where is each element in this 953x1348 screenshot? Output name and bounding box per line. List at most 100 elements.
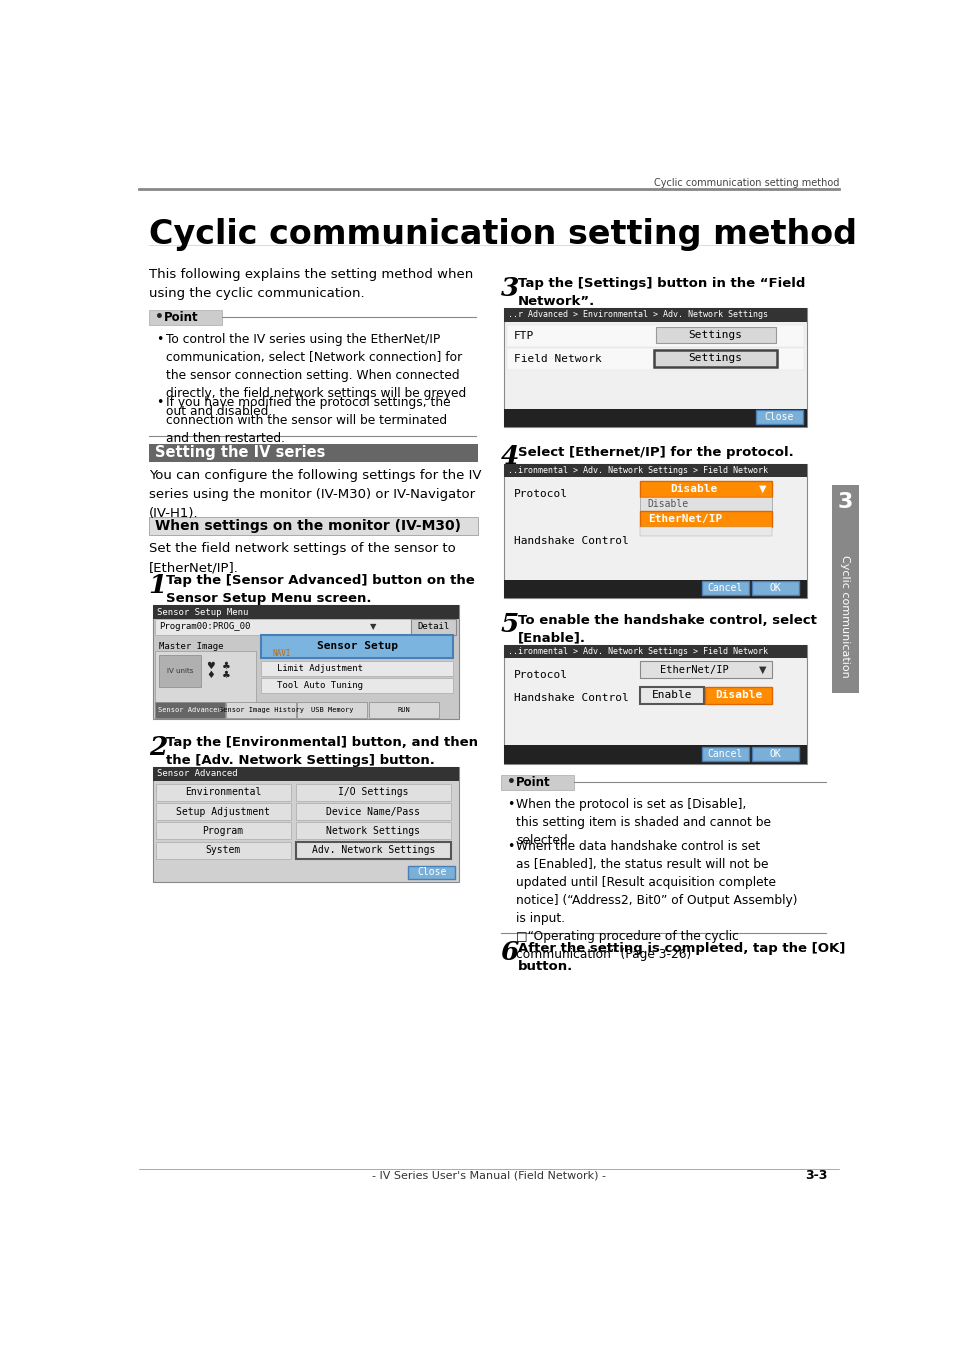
Text: Select [Ethernet/IP] for the protocol.: Select [Ethernet/IP] for the protocol. [517, 446, 793, 458]
Text: Device Name/Pass: Device Name/Pass [326, 806, 420, 817]
Text: •: • [154, 310, 164, 325]
Bar [154, 619, 456, 635]
Text: Environmental: Environmental [185, 787, 261, 798]
Text: After the setting is completed, tap the [OK]
button.: After the setting is completed, tap the … [517, 942, 844, 973]
Text: Limit Adjustment: Limit Adjustment [276, 665, 362, 673]
Text: •: • [156, 396, 164, 408]
Text: To control the IV series using the EtherNet/IP
communication, select [Network co: To control the IV series using the Ether… [166, 333, 465, 418]
Bar [752, 747, 798, 760]
Bar [261, 661, 453, 677]
Text: If you have modified the protocol settings, the
connection with the sensor will : If you have modified the protocol settin… [166, 396, 450, 445]
Text: Detail: Detail [417, 623, 450, 631]
Bar [261, 635, 453, 658]
Text: Handshake Control: Handshake Control [513, 693, 628, 704]
Bar [297, 702, 367, 717]
Bar [504, 580, 806, 599]
Text: •: • [506, 840, 514, 853]
Text: Master Image: Master Image [158, 642, 223, 651]
Text: Protocol: Protocol [513, 670, 567, 681]
Text: Tool Auto Tuning: Tool Auto Tuning [276, 681, 362, 690]
Text: EtherNet/IP: EtherNet/IP [659, 665, 728, 675]
Text: ♦  ♣: ♦ ♣ [207, 670, 231, 679]
Text: When the protocol is set as [Disable],
this setting item is shaded and cannot be: When the protocol is set as [Disable], t… [516, 798, 770, 847]
Bar [639, 662, 771, 678]
Text: This following explains the setting method when
using the cyclic communication.: This following explains the setting meth… [149, 268, 473, 301]
Bar [831, 485, 858, 693]
Bar [504, 464, 806, 599]
Bar [155, 785, 291, 801]
Text: Program00:PROG_00: Program00:PROG_00 [158, 623, 250, 631]
Text: ▼: ▼ [758, 484, 765, 493]
Text: You can configure the following settings for the IV
series using the monitor (IV: You can configure the following settings… [149, 469, 480, 520]
Bar [506, 348, 803, 369]
Bar [295, 822, 451, 840]
Text: Disable: Disable [647, 499, 688, 510]
Text: IV units: IV units [167, 667, 193, 674]
Text: Close: Close [416, 868, 446, 878]
Bar [295, 803, 451, 820]
Bar [410, 619, 456, 635]
Text: Adv. Network Settings: Adv. Network Settings [312, 845, 435, 855]
Text: I/O Settings: I/O Settings [338, 787, 408, 798]
Text: Cyclic communication setting method: Cyclic communication setting method [653, 178, 839, 189]
Text: ..ironmental > Adv. Network Settings > Field Network: ..ironmental > Adv. Network Settings > F… [508, 466, 767, 474]
Text: •: • [506, 775, 515, 790]
Bar [152, 605, 458, 720]
Text: ♥  ♣: ♥ ♣ [207, 661, 231, 671]
Text: •: • [156, 333, 164, 345]
Bar [152, 605, 458, 619]
Text: USB Memory: USB Memory [311, 706, 354, 713]
Text: Point: Point [516, 776, 550, 789]
Text: Set the field network settings of the sensor to
[EtherNet/IP].: Set the field network settings of the se… [149, 542, 455, 574]
Bar [639, 527, 771, 537]
Bar [149, 516, 477, 535]
Text: FTP: FTP [513, 330, 534, 341]
Text: Network Settings: Network Settings [326, 826, 420, 836]
Text: EtherNet/IP: EtherNet/IP [647, 514, 721, 524]
Text: RUN: RUN [396, 706, 410, 713]
Text: - IV Series User's Manual (Field Network) -: - IV Series User's Manual (Field Network… [372, 1170, 605, 1180]
Bar [295, 841, 451, 859]
Text: Setup Adjustment: Setup Adjustment [176, 806, 270, 817]
Text: ..r Advanced > Environmental > Adv. Network Settings: ..r Advanced > Environmental > Adv. Netw… [508, 310, 767, 319]
Bar [155, 803, 291, 820]
Text: NAVI: NAVI [273, 648, 291, 658]
Bar [149, 310, 222, 325]
Text: OK: OK [769, 749, 781, 759]
Bar [506, 325, 803, 346]
Text: Handshake Control: Handshake Control [513, 535, 628, 546]
Text: 3-3: 3-3 [804, 1169, 826, 1182]
Bar [639, 497, 771, 511]
Bar [655, 326, 775, 344]
Text: Sensor Setup: Sensor Setup [317, 642, 398, 651]
Text: 4: 4 [500, 445, 518, 469]
Text: Close: Close [764, 412, 794, 422]
Text: Cancel: Cancel [707, 584, 742, 593]
Text: 3: 3 [837, 492, 852, 512]
Text: To enable the handshake control, select
[Enable].: To enable the handshake control, select … [517, 613, 816, 644]
Bar [155, 822, 291, 840]
Text: Disable: Disable [714, 690, 761, 701]
Text: Enable: Enable [651, 690, 691, 701]
Text: Sensor Advanced: Sensor Advanced [158, 706, 221, 713]
Bar [149, 443, 477, 462]
Text: Sensor Setup Menu: Sensor Setup Menu [157, 608, 249, 617]
Text: Tap the [Environmental] button, and then
the [Adv. Network Settings] button.: Tap the [Environmental] button, and then… [166, 736, 477, 767]
Text: Tap the [Sensor Advanced] button on the
Sensor Setup Menu screen.: Tap the [Sensor Advanced] button on the … [166, 574, 474, 605]
Bar [701, 581, 748, 596]
Text: Settings: Settings [687, 353, 741, 363]
Text: ▼: ▼ [758, 665, 765, 675]
Text: 3: 3 [500, 276, 518, 301]
Bar [752, 581, 798, 596]
Bar [154, 702, 224, 717]
Bar [704, 687, 771, 704]
Bar [154, 651, 255, 704]
Text: OK: OK [769, 584, 781, 593]
Text: ▼: ▼ [369, 623, 375, 631]
Text: When the data handshake control is set
as [Enabled], the status result will not : When the data handshake control is set a… [516, 840, 797, 961]
Text: Settings: Settings [687, 330, 741, 340]
Text: 6: 6 [500, 941, 518, 965]
Text: ..ironmental > Adv. Network Settings > Field Network: ..ironmental > Adv. Network Settings > F… [508, 647, 767, 656]
Text: 1: 1 [149, 573, 167, 599]
Text: Cyclic communication setting method: Cyclic communication setting method [149, 218, 856, 252]
